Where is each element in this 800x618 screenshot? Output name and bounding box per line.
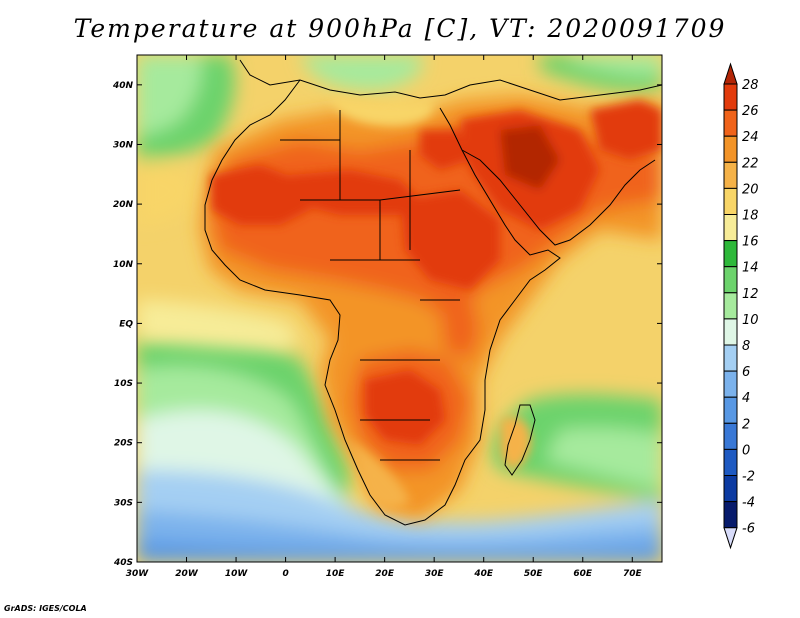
colorbar-label: 8 xyxy=(742,339,750,354)
colorbar-box xyxy=(723,396,738,424)
colorbar-label: 10 xyxy=(742,313,759,328)
colorbar-label: 2 xyxy=(742,417,750,432)
coastlines xyxy=(204,59,662,526)
colorbar-label: 14 xyxy=(742,261,759,276)
colorbar-label: 6 xyxy=(742,365,750,380)
y-tick-label: 30N xyxy=(113,140,134,150)
y-tick-label: 30S xyxy=(114,498,133,508)
coastal-light-bands xyxy=(330,95,531,509)
map-title: Temperature at 900hPa [C], VT: 202009170… xyxy=(73,14,727,43)
colorbar-label: 18 xyxy=(742,209,759,224)
colorbar-box xyxy=(723,83,738,111)
colorbar-box xyxy=(723,422,738,450)
x-tick-label: 20W xyxy=(175,569,199,579)
x-tick-label: 50E xyxy=(524,569,544,579)
colorbar-label: 4 xyxy=(742,391,750,406)
colorbar-label: 28 xyxy=(742,78,759,93)
colorbar-box xyxy=(723,109,738,137)
colorbar-label: 0 xyxy=(742,443,750,458)
colorbar-box xyxy=(723,161,738,189)
x-tick-label: 10E xyxy=(326,569,346,579)
x-tick-label: 30E xyxy=(425,569,445,579)
y-axis-ticks: 40S 30S 20S 10S EQ 10N 20N 30N 40N xyxy=(112,81,662,568)
colorbar-top-arrow xyxy=(723,62,738,85)
colorbar-box xyxy=(723,344,738,372)
colorbar-label: 20 xyxy=(742,182,759,197)
x-tick-label: 40E xyxy=(473,569,494,579)
atlantic-cool-bands xyxy=(137,55,662,350)
x-tick-label: 10W xyxy=(225,569,249,579)
colorbar-box xyxy=(723,266,738,294)
y-tick-label: 20N xyxy=(113,200,134,210)
plot-frame xyxy=(136,54,663,563)
colorbar-label: 24 xyxy=(742,130,759,145)
colorbar-box xyxy=(723,318,738,346)
y-tick-label: 40S xyxy=(113,558,133,568)
hot-cores xyxy=(210,100,662,445)
colorbar-box xyxy=(723,135,738,163)
y-tick-label: EQ xyxy=(119,319,133,329)
x-axis-ticks: 30W 20W 10W 0 10E 20E 30E 40E 50E 60E 70E xyxy=(126,55,643,579)
colorbar-label: 26 xyxy=(742,104,759,119)
colorbar-box xyxy=(723,240,738,268)
colorbar-label: -2 xyxy=(742,470,755,485)
y-tick-label: 10S xyxy=(114,379,133,389)
colorbar-box xyxy=(723,501,738,529)
colorbar-label: -6 xyxy=(742,522,755,537)
colorbar-box xyxy=(723,187,738,215)
x-tick-label: 70E xyxy=(623,569,643,579)
x-tick-label: 30W xyxy=(126,569,150,579)
colorbar-label: -4 xyxy=(742,496,755,511)
colorbar-label: 16 xyxy=(742,235,759,250)
colorbar-box xyxy=(723,448,738,476)
colorbar-label: 22 xyxy=(742,156,759,171)
x-tick-label: 60E xyxy=(573,569,593,579)
colorbar-box xyxy=(723,370,738,398)
colorbar-box xyxy=(723,214,738,242)
x-tick-label: 20E xyxy=(375,569,395,579)
x-tick-label: 0 xyxy=(282,569,288,579)
temperature-field xyxy=(137,55,662,562)
colorbar-bottom-arrow xyxy=(723,527,738,550)
y-tick-label: 40N xyxy=(112,81,134,91)
y-tick-label: 20S xyxy=(114,439,133,449)
y-tick-label: 10N xyxy=(113,260,134,270)
colorbar-box xyxy=(723,475,738,503)
grads-credit: GrADS: IGES/COLA xyxy=(4,604,87,613)
colorbar-box xyxy=(723,292,738,320)
colorbar-label: 12 xyxy=(742,287,759,302)
